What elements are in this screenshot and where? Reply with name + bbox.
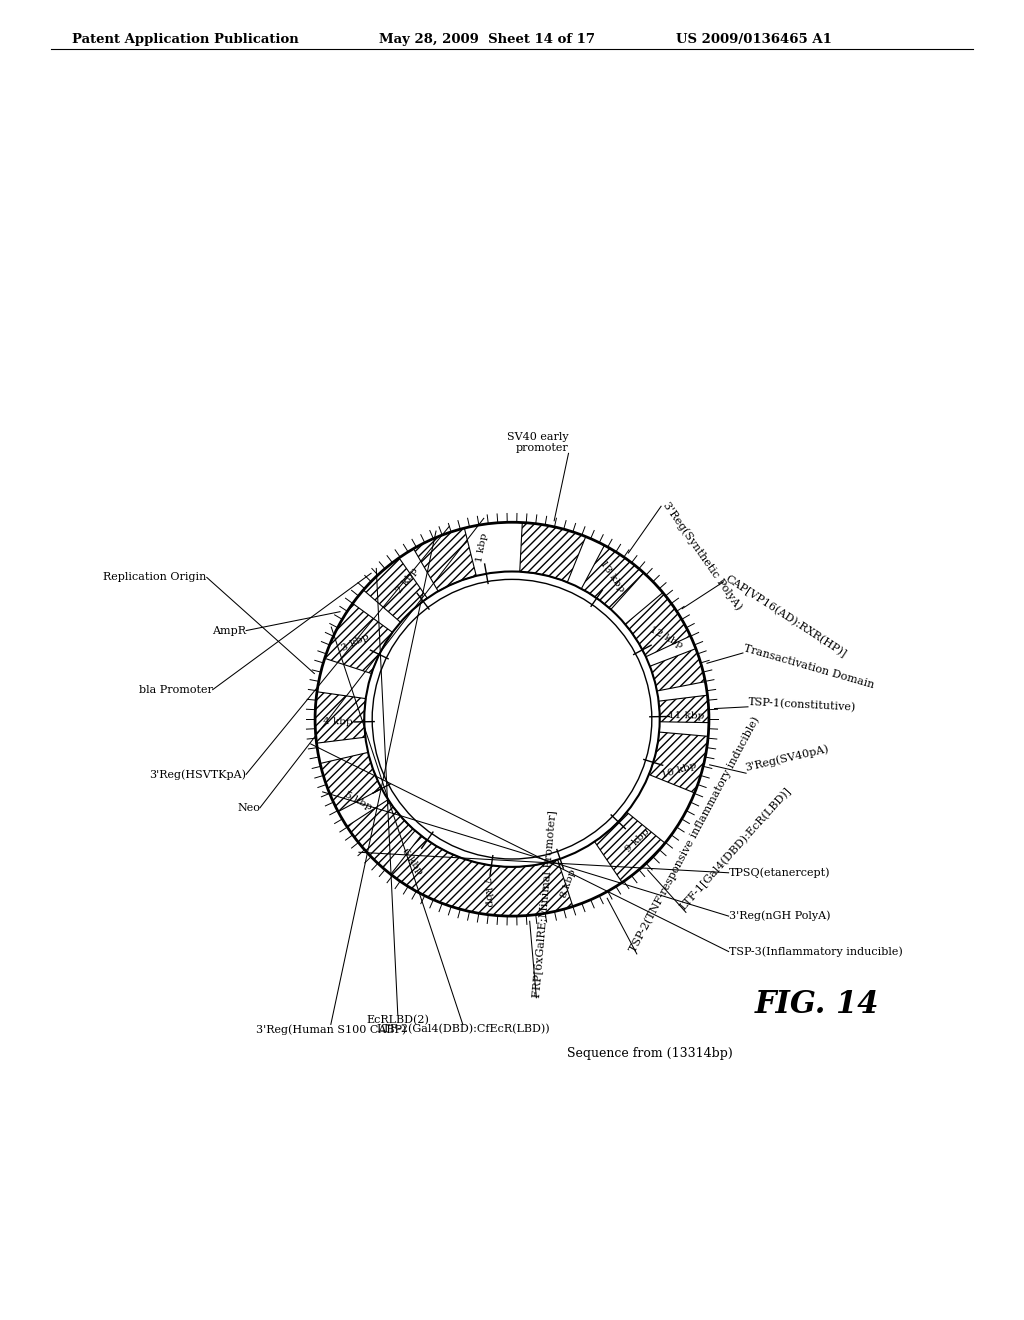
Text: 3'Reg(HSVTKpA): 3'Reg(HSVTKpA) bbox=[150, 770, 246, 780]
Text: 3'Reg(nGH PolyA): 3'Reg(nGH PolyA) bbox=[729, 911, 830, 921]
Text: 7 kbp: 7 kbp bbox=[481, 876, 495, 907]
Text: 5 kbp: 5 kbp bbox=[343, 791, 374, 812]
Wedge shape bbox=[321, 752, 382, 812]
Wedge shape bbox=[347, 800, 415, 867]
Text: 4 kbp: 4 kbp bbox=[323, 718, 352, 727]
Text: FIG. 14: FIG. 14 bbox=[755, 989, 880, 1020]
Wedge shape bbox=[658, 696, 709, 722]
Text: Replication Origin: Replication Origin bbox=[103, 573, 207, 582]
Text: bla Promoter: bla Promoter bbox=[139, 685, 213, 694]
Text: LTF-2(Gal4(DBD):CfEcR(LBD)): LTF-2(Gal4(DBD):CfEcR(LBD)) bbox=[376, 1024, 550, 1035]
Text: SV40 early
promoter: SV40 early promoter bbox=[507, 432, 568, 453]
Text: EcRLBD(2): EcRLBD(2) bbox=[367, 1015, 429, 1024]
Text: CAP[VP16(AD):RXR(HP)]: CAP[VP16(AD):RXR(HP)] bbox=[723, 573, 848, 660]
Text: 11 kbp: 11 kbp bbox=[668, 711, 705, 721]
Wedge shape bbox=[520, 523, 586, 582]
Text: 9 kbp: 9 kbp bbox=[624, 826, 651, 854]
Wedge shape bbox=[625, 593, 690, 657]
Text: 3 kbp: 3 kbp bbox=[340, 632, 371, 653]
Text: AmpR: AmpR bbox=[212, 626, 246, 635]
Text: 13 kbp: 13 kbp bbox=[598, 558, 626, 594]
Wedge shape bbox=[325, 603, 392, 673]
Text: LTF-1[Gal4(DBD):EcR(LBD)]: LTF-1[Gal4(DBD):EcR(LBD)] bbox=[678, 785, 794, 912]
Text: 8 kbp: 8 kbp bbox=[560, 869, 578, 899]
Wedge shape bbox=[595, 812, 665, 883]
Text: TSP-2(TNF-responsive inflammatory inducible): TSP-2(TNF-responsive inflammatory induci… bbox=[628, 714, 761, 954]
Wedge shape bbox=[582, 545, 644, 610]
Text: 1 kbp: 1 kbp bbox=[475, 532, 488, 562]
Wedge shape bbox=[315, 692, 366, 743]
Text: 3'Reg(SV40pA): 3'Reg(SV40pA) bbox=[743, 743, 829, 774]
Text: Transactivation Domain: Transactivation Domain bbox=[743, 643, 876, 690]
Text: May 28, 2009  Sheet 14 of 17: May 28, 2009 Sheet 14 of 17 bbox=[379, 33, 595, 46]
Text: TSP-1(constitutive): TSP-1(constitutive) bbox=[748, 697, 856, 713]
Text: FRP[6xGalRE:Minimal Promoter]: FRP[6xGalRE:Minimal Promoter] bbox=[531, 810, 558, 998]
Text: Patent Application Publication: Patent Application Publication bbox=[72, 33, 298, 46]
Text: 6 kbp: 6 kbp bbox=[399, 847, 424, 876]
Wedge shape bbox=[650, 648, 706, 690]
Text: US 2009/0136465 A1: US 2009/0136465 A1 bbox=[676, 33, 831, 46]
Text: 2 kbp: 2 kbp bbox=[394, 565, 420, 594]
Wedge shape bbox=[414, 528, 476, 591]
Text: 3'Reg(Human S100 CABP): 3'Reg(Human S100 CABP) bbox=[256, 1024, 407, 1035]
Text: TSP-3(Inflammatory inducible): TSP-3(Inflammatory inducible) bbox=[729, 946, 902, 957]
Wedge shape bbox=[391, 836, 572, 916]
Text: 3'Reg(Synthetic PolyA): 3'Reg(Synthetic PolyA) bbox=[662, 500, 744, 612]
Text: Sequence from (13314bp): Sequence from (13314bp) bbox=[567, 1048, 733, 1060]
Text: TPSQ(etanercept): TPSQ(etanercept) bbox=[729, 867, 830, 878]
Text: 10 kbp: 10 kbp bbox=[660, 760, 697, 780]
Wedge shape bbox=[364, 558, 427, 622]
Text: Neo: Neo bbox=[238, 803, 260, 813]
Wedge shape bbox=[649, 733, 709, 793]
Text: 12 kbp: 12 kbp bbox=[648, 624, 684, 649]
